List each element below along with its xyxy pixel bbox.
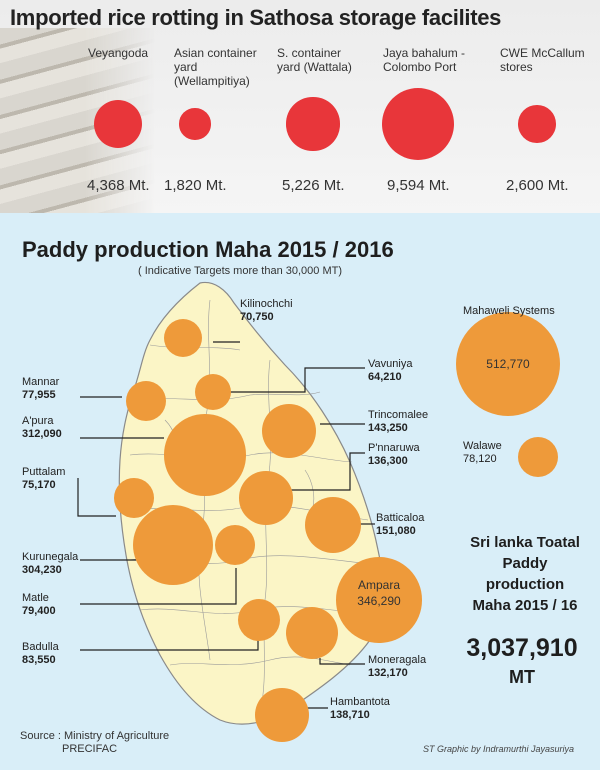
location-label-line: Asian container <box>174 46 257 60</box>
total-label-line: Maha 2015 / 16 <box>472 597 578 614</box>
district-value: 138,710 <box>330 709 370 721</box>
district-value: 304,230 <box>22 564 62 576</box>
district-value: 64,210 <box>368 371 402 383</box>
bubble-p-nnaruwa <box>239 471 293 525</box>
source-line: PRECIFAC <box>62 743 118 755</box>
district-name: P'nnaruwa <box>368 442 420 454</box>
total-unit: MT <box>509 667 535 687</box>
location-label: Veyangoda <box>88 46 148 60</box>
district-value: 132,170 <box>368 667 408 679</box>
district-value: 312,090 <box>22 428 62 440</box>
district-name: Mannar <box>22 376 60 388</box>
amount-label: 9,594 Mt. <box>387 177 450 194</box>
district-value: 77,955 <box>22 389 56 401</box>
location-label-line: CWE McCallum <box>500 46 585 60</box>
bubble-kilinochchi <box>163 318 203 358</box>
location-label: Jaya bahalum - Colombo Port <box>383 46 465 74</box>
bubble-jaya-bahalum-colombo-port <box>382 88 454 160</box>
total-label-line: production <box>485 576 565 593</box>
leader-p-nnaruwa <box>290 452 365 491</box>
district-name: Puttalam <box>22 466 66 478</box>
bubble-kurunegala <box>132 504 214 586</box>
leader-moneragala <box>319 658 365 665</box>
location-label-line: stores <box>500 60 533 74</box>
location-label-line: yard <box>174 60 198 74</box>
paddy-subtitle: ( Indicative Targets more than 30,000 MT… <box>138 265 343 277</box>
bubble-mannar <box>125 380 167 422</box>
total-label-line: Paddy <box>502 555 548 572</box>
leader-matle <box>80 568 237 605</box>
bubble-veyangoda <box>93 99 143 149</box>
district-name: Kilinochchi <box>240 298 293 310</box>
paddy-title: Paddy production Maha 2015 / 2016 <box>22 237 394 262</box>
district-value: 151,080 <box>376 525 416 537</box>
amount-label: 1,820 Mt. <box>164 177 227 194</box>
district-name: Hambantota <box>330 696 390 708</box>
system-value: 512,770 <box>486 357 530 371</box>
bubble-s-container-yard-wattala <box>286 97 340 151</box>
bubble-cwe-mccallum-stores <box>518 105 556 143</box>
system-name: Walawe <box>463 440 502 452</box>
location-label-line: S. container <box>277 46 342 60</box>
district-name: Batticaloa <box>376 512 425 524</box>
district-name: Kurunegala <box>22 551 79 563</box>
district-name: Trincomalee <box>368 409 429 421</box>
source-line: Source : Ministry of Agriculture <box>20 730 170 742</box>
location-label-line: yard (Wattala) <box>277 60 352 74</box>
district-name: Vavuniya <box>368 358 413 370</box>
district-value: 70,750 <box>240 311 274 323</box>
leader-lines <box>77 341 375 709</box>
district-value: 346,290 <box>357 594 401 608</box>
bubble-walawe <box>517 436 559 478</box>
total-label-line: Sri lanka Toatal <box>470 534 580 551</box>
location-label-line: Colombo Port <box>383 60 457 74</box>
bubble-asian-container-yard-wellampitiya <box>179 108 211 140</box>
leader-badulla <box>80 640 259 651</box>
amount-label: 5,226 Mt. <box>282 177 345 194</box>
bubble-moneragala <box>285 606 339 660</box>
district-value: 83,550 <box>22 654 56 666</box>
location-label-line: Veyangoda <box>88 46 149 60</box>
bubble-a-pura <box>164 414 246 496</box>
location-label: Asian container yard (Wellampitiya) <box>174 46 257 88</box>
graphic-credit: ST Graphic by Indramurthi Jayasuriya <box>423 744 575 754</box>
bubble-badulla <box>238 599 280 641</box>
bubble-matle <box>214 524 256 566</box>
system-value: 78,120 <box>463 453 497 465</box>
amount-label: 2,600 Mt. <box>506 177 569 194</box>
location-label: S. container yard (Wattala) <box>277 46 352 74</box>
location-label-line: (Wellampitiya) <box>174 74 250 88</box>
district-value: 79,400 <box>22 605 56 617</box>
bubble-trincomalee <box>261 403 317 459</box>
bubble-batticaloa <box>304 496 362 554</box>
total-value: 3,037,910 <box>466 634 578 662</box>
system-name: Mahaweli Systems <box>463 305 555 317</box>
district-name: Moneragala <box>368 654 427 666</box>
district-name: Badulla <box>22 641 59 653</box>
bubble-vavuniya <box>194 373 232 411</box>
location-label-line: Jaya bahalum - <box>383 46 466 60</box>
district-value: 143,250 <box>368 422 408 434</box>
district-name: Ampara <box>357 578 401 592</box>
district-value: 75,170 <box>22 479 56 491</box>
bubble-ampara <box>336 557 422 643</box>
total-label: Sri lanka Toatal Paddy production Maha 2… <box>455 532 595 616</box>
district-name: A'pura <box>22 415 54 427</box>
leader-puttalam <box>77 478 116 517</box>
district-name: Matle <box>22 592 49 604</box>
district-value: 136,300 <box>368 455 408 467</box>
location-label: CWE McCallum stores <box>500 46 585 74</box>
bubble-puttalam <box>114 478 154 518</box>
source-note: Source : Ministry of Agriculture PRECIFA… <box>20 730 169 756</box>
amount-label: 4,368 Mt. <box>87 177 150 194</box>
bubble-mahaweli-systems <box>456 312 560 416</box>
leader-vavuniya <box>228 367 365 393</box>
imported-rice-title: Imported rice rotting in Sathosa storage… <box>10 5 502 30</box>
bubble-hambantota <box>254 687 310 743</box>
